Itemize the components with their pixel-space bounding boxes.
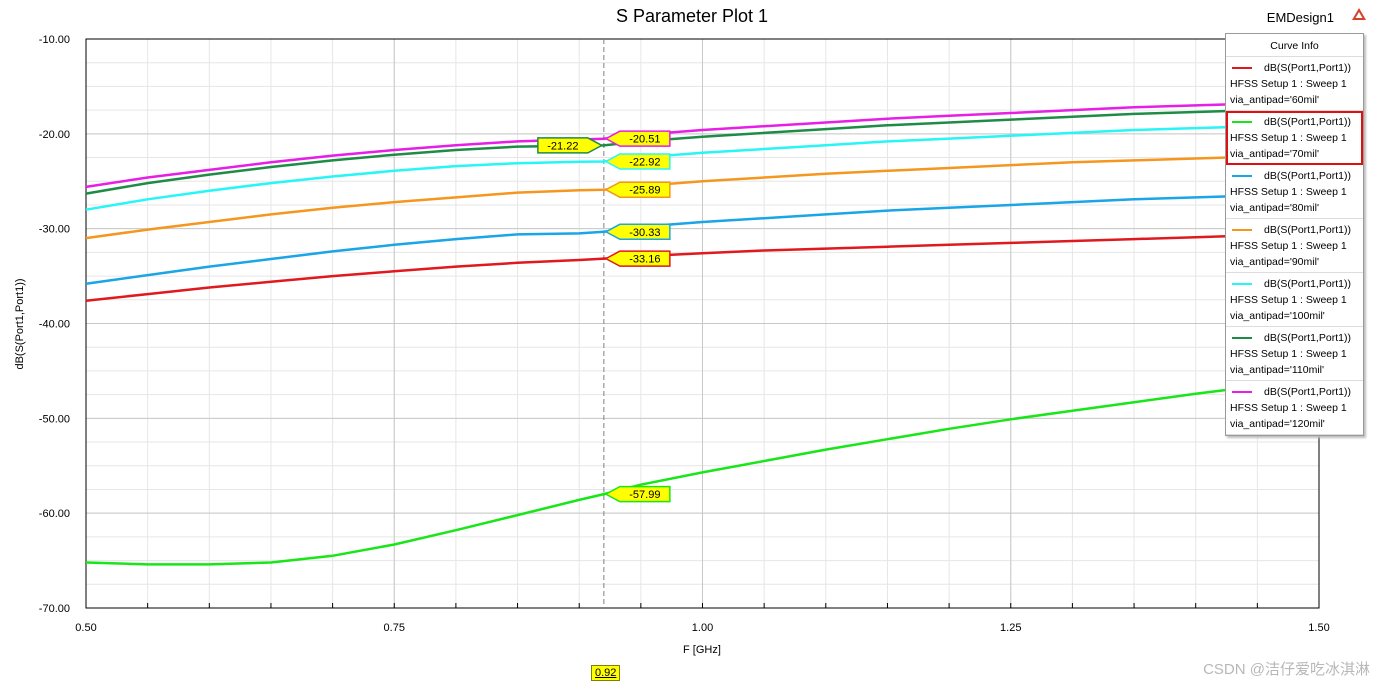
- series-line-5: [85, 106, 1320, 195]
- marker-label[interactable]: -21.22: [537, 137, 606, 154]
- curve-info-legend[interactable]: Curve Info dB(S(Port1,Port1)) HFSS Setup …: [1225, 33, 1364, 436]
- legend-setup: HFSS Setup 1 : Sweep 1: [1230, 402, 1347, 414]
- marker-value: -21.22: [547, 140, 578, 152]
- series-line-3: [85, 153, 1320, 240]
- legend-item[interactable]: dB(S(Port1,Port1)) HFSS Setup 1 : Sweep 1…: [1226, 273, 1363, 327]
- marker-value: -30.33: [629, 227, 660, 239]
- marker-value: -20.51: [629, 134, 660, 146]
- legend-setup: HFSS Setup 1 : Sweep 1: [1230, 240, 1347, 252]
- x-tick-label: 1.00: [692, 622, 713, 634]
- marker-label[interactable]: -33.16: [602, 250, 671, 267]
- y-tick-label: -10.00: [39, 34, 70, 46]
- legend-expression: dB(S(Port1,Port1)): [1264, 278, 1351, 290]
- y-tick-label: -20.00: [39, 129, 70, 141]
- marker-label[interactable]: -30.33: [602, 223, 671, 241]
- series-line-1: [85, 378, 1320, 566]
- y-tick-label: -60.00: [39, 508, 70, 520]
- legend-swatch: [1232, 175, 1252, 177]
- legend-item[interactable]: dB(S(Port1,Port1)) HFSS Setup 1 : Sweep 1…: [1226, 165, 1363, 219]
- marker-value: -33.16: [629, 254, 660, 266]
- x-tick-label: 1.50: [1308, 622, 1329, 634]
- legend-item[interactable]: dB(S(Port1,Port1)) HFSS Setup 1 : Sweep 1…: [1226, 219, 1363, 273]
- y-tick-label: -40.00: [39, 319, 70, 331]
- legend-param: via_antipad='120mil': [1230, 418, 1325, 430]
- legend-expression: dB(S(Port1,Port1)): [1264, 170, 1351, 182]
- series-line-2: [85, 192, 1320, 285]
- series-line-0: [85, 232, 1320, 302]
- legend-swatch: [1232, 121, 1252, 123]
- legend-item[interactable]: dB(S(Port1,Port1)) HFSS Setup 1 : Sweep 1…: [1226, 381, 1363, 435]
- legend-param: via_antipad='60mil': [1230, 94, 1319, 106]
- plot-title: S Parameter Plot 1: [615, 6, 769, 26]
- x-tick-label: 0.75: [384, 622, 405, 634]
- y-tick-label: -70.00: [39, 603, 70, 615]
- ansys-logo-icon: [1352, 8, 1366, 20]
- x-axis-label: F [GHz]: [683, 644, 721, 656]
- marker-label[interactable]: -22.92: [602, 153, 671, 170]
- legend-items: dB(S(Port1,Port1)) HFSS Setup 1 : Sweep 1…: [1226, 57, 1363, 435]
- legend-swatch: [1232, 283, 1252, 285]
- legend-expression: dB(S(Port1,Port1)): [1264, 116, 1351, 128]
- watermark: CSDN @洁仔爱吃冰淇淋: [1203, 661, 1370, 678]
- legend-param: via_antipad='110mil': [1230, 364, 1325, 376]
- marker-label[interactable]: -20.51: [602, 130, 671, 147]
- y-axis-label: dB(S(Port1,Port1)): [14, 278, 26, 370]
- legend-item[interactable]: dB(S(Port1,Port1)) HFSS Setup 1 : Sweep 1…: [1226, 111, 1363, 165]
- legend-setup: HFSS Setup 1 : Sweep 1: [1230, 132, 1347, 144]
- design-name: EMDesign1: [1266, 10, 1334, 25]
- legend-setup: HFSS Setup 1 : Sweep 1: [1230, 348, 1347, 360]
- series-line-4: [85, 123, 1320, 211]
- legend-swatch: [1232, 337, 1252, 339]
- series-line-6: [85, 100, 1320, 189]
- x-tick-label: 0.50: [75, 622, 96, 634]
- legend-swatch: [1232, 391, 1252, 393]
- legend-expression: dB(S(Port1,Port1)): [1264, 62, 1351, 74]
- legend-swatch: [1232, 229, 1252, 231]
- legend-title: Curve Info: [1226, 34, 1363, 57]
- legend-item[interactable]: dB(S(Port1,Port1)) HFSS Setup 1 : Sweep 1…: [1226, 57, 1363, 111]
- marker-value: -22.92: [629, 157, 660, 169]
- legend-param: via_antipad='80mil': [1230, 202, 1319, 214]
- legend-setup: HFSS Setup 1 : Sweep 1: [1230, 186, 1347, 198]
- y-tick-label: -30.00: [39, 224, 70, 236]
- marker-label[interactable]: -25.89: [602, 181, 671, 198]
- legend-param: via_antipad='90mil': [1230, 256, 1319, 268]
- legend-setup: HFSS Setup 1 : Sweep 1: [1230, 78, 1347, 90]
- legend-param: via_antipad='70mil': [1230, 148, 1319, 160]
- legend-item[interactable]: dB(S(Port1,Port1)) HFSS Setup 1 : Sweep 1…: [1226, 327, 1363, 381]
- marker-x-readout[interactable]: 0.92: [591, 665, 621, 681]
- marker-label[interactable]: -57.99: [602, 485, 671, 503]
- legend-swatch: [1232, 67, 1252, 69]
- marker-value: -25.89: [629, 185, 660, 197]
- legend-expression: dB(S(Port1,Port1)): [1264, 386, 1351, 398]
- marker-value: -57.99: [629, 489, 660, 501]
- legend-param: via_antipad='100mil': [1230, 310, 1325, 322]
- legend-expression: dB(S(Port1,Port1)): [1264, 224, 1351, 236]
- x-tick-label: 1.25: [1000, 622, 1021, 634]
- legend-expression: dB(S(Port1,Port1)): [1264, 332, 1351, 344]
- legend-setup: HFSS Setup 1 : Sweep 1: [1230, 294, 1347, 306]
- y-tick-label: -50.00: [39, 413, 70, 425]
